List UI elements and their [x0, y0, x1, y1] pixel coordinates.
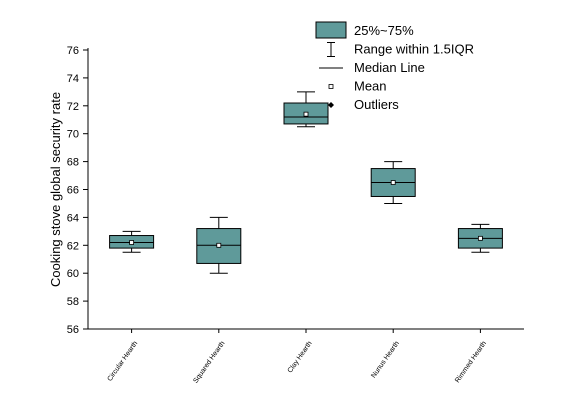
box-4 — [370, 161, 416, 204]
legend-mean-symbol — [328, 84, 334, 89]
mean-marker — [390, 180, 396, 185]
box-5 — [457, 223, 503, 253]
mean-marker — [477, 235, 483, 241]
legend-range-label: Range within 1.5IQR — [354, 42, 474, 57]
legend-median-label: Median Line — [354, 60, 425, 75]
y-tick-label: 64 — [67, 212, 79, 224]
y-tick-label: 76 — [67, 45, 79, 57]
y-tick-label: 60 — [67, 268, 79, 280]
y-tick-label: 68 — [67, 157, 79, 169]
mean-marker — [216, 242, 222, 248]
box-2 — [196, 216, 242, 274]
x-tick-label: Squared Hearth — [192, 340, 226, 385]
y-axis-label: Cooking stove global security rate — [48, 92, 63, 287]
box-1 — [109, 230, 155, 253]
y-tick-label: 74 — [67, 73, 79, 85]
boxes — [109, 91, 503, 274]
x-tick-label: Circular Hearth — [107, 340, 140, 383]
legend-outliers-label: Outliers — [354, 97, 399, 112]
legend-outliers-symbol — [328, 102, 334, 108]
x-tick-label: Rimmed Hearth — [454, 340, 488, 384]
mean-marker — [303, 111, 309, 117]
y-tick-label: 58 — [67, 296, 79, 308]
y-tick-label: 56 — [67, 324, 79, 336]
x-tick-label: Nunus Hearth — [370, 340, 401, 379]
y-tick-label: 70 — [67, 129, 79, 141]
box-3 — [283, 91, 329, 128]
x-tick-label: Clay Hearth — [287, 340, 314, 374]
legend-box-swatch — [315, 21, 347, 39]
mean-marker — [129, 240, 135, 245]
y-tick-label: 72 — [67, 101, 79, 113]
y-tick-label: 62 — [67, 240, 79, 252]
legend-box-label: 25%~75% — [354, 23, 414, 38]
legend: 25%~75% Range within 1.5IQR Median Line Mea… — [315, 21, 474, 112]
axes: 56 58 60 62 64 66 68 70 72 74 76 Cooking stove glob… — [48, 45, 524, 385]
y-tick-label: 66 — [67, 185, 79, 197]
legend-mean-label: Mean — [354, 79, 387, 94]
